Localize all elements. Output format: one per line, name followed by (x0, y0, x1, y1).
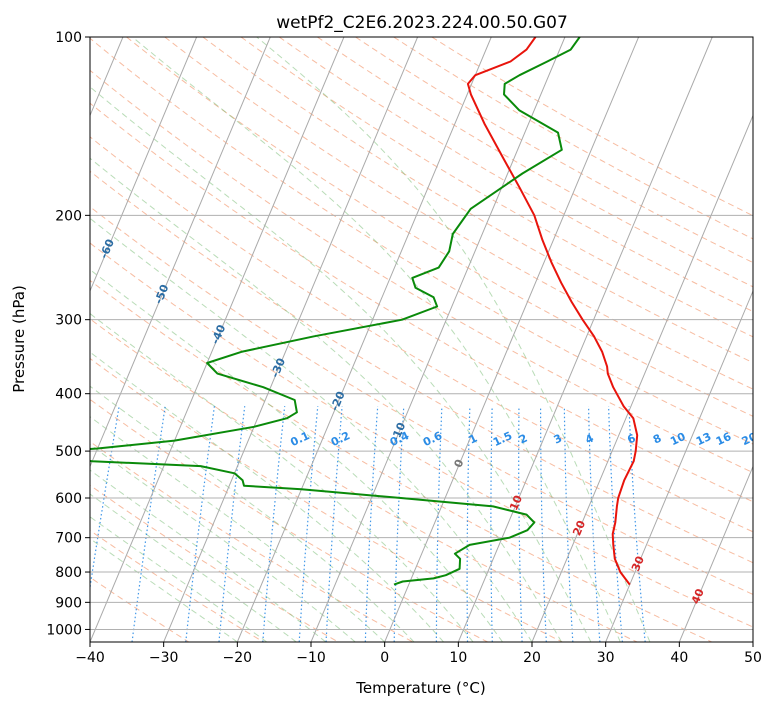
x-tick-label: 50 (744, 650, 762, 666)
dry-adiabat-line (90, 318, 638, 642)
x-tick-label: 30 (597, 650, 615, 666)
isotherm-line (531, 114, 753, 642)
dry-adiabat-line (90, 37, 753, 445)
y-axis: 100 200 300 400 500 600 700 800 900 1000 (46, 30, 90, 638)
mixing-ratio-line (608, 406, 623, 642)
pressure-grid-lines (90, 37, 753, 630)
isotherm-label: 10 (507, 493, 525, 512)
isotherm-label: 30 (629, 554, 647, 573)
dry-adiabat-line (355, 37, 753, 264)
moist-adiabat-line (256, 37, 651, 642)
isotherm-line (90, 37, 271, 468)
x-tick-label: 40 (670, 650, 688, 666)
moist-adiabat-line (90, 493, 297, 642)
temperature-profile-line (466, 37, 639, 586)
dry-adiabat-line (164, 37, 753, 390)
isotherm-line (384, 37, 640, 642)
dry-adiabat-line (90, 357, 563, 642)
plot-frame (89, 36, 754, 643)
isotherm-line (457, 37, 713, 642)
y-tick-label: 400 (55, 387, 82, 403)
y-tick-label: 800 (55, 565, 82, 581)
dry-adiabat-line (240, 37, 753, 338)
background-lines (90, 37, 753, 642)
moist-adiabat-line (90, 537, 238, 642)
mixing-ratio-label: 13 (694, 430, 713, 448)
dry-adiabat-line (126, 37, 753, 417)
isotherm-line (236, 37, 492, 642)
moist-adiabat-line (90, 516, 268, 642)
y-tick-label: 500 (55, 444, 82, 460)
mixing-ratio-label: 16 (714, 430, 734, 448)
mixing-ratio-line (628, 406, 646, 642)
x-tick-label: −20 (223, 650, 253, 666)
x-tick-label: −40 (75, 650, 105, 666)
dry-adiabat-line (90, 69, 753, 474)
mixing-ratio-line (90, 406, 120, 592)
moist-adiabat-line (90, 312, 474, 642)
x-axis: −40 −30 −20 −10 0 10 20 30 40 50 (75, 642, 762, 666)
mixing-ratio-line (185, 406, 215, 642)
dry-adiabat-line (90, 398, 488, 642)
x-tick-label: 0 (380, 650, 389, 666)
dry-adiabat-line (393, 37, 753, 240)
y-tick-label: 200 (55, 208, 82, 224)
dry-adiabat-line (90, 279, 712, 642)
isotherm-label: 20 (570, 518, 588, 537)
isotherm-line (163, 37, 419, 642)
isotherm-line (605, 289, 753, 642)
isotherm-line (90, 37, 198, 293)
dry-adiabat-line (90, 206, 753, 595)
moist-adiabat-line (90, 217, 533, 642)
y-axis-title: Pressure (hPa) (10, 285, 28, 393)
x-tick-label: 20 (523, 650, 541, 666)
x-tick-label: −10 (296, 650, 326, 666)
moist-adiabat-line (90, 268, 503, 642)
mixing-ratio-label: 20 (740, 430, 760, 448)
y-tick-label: 900 (55, 595, 82, 611)
dry-adiabat-line (90, 242, 753, 628)
moist-adiabat-line (90, 469, 327, 642)
moist-adiabat-line (90, 416, 386, 642)
dry-adiabat-line (90, 136, 753, 533)
moist-adiabat-line (132, 37, 621, 642)
x-tick-label: −30 (149, 650, 179, 666)
isotherm-label: 40 (689, 586, 707, 605)
isotherm-line (310, 37, 566, 642)
mixing-ratio-line (262, 406, 286, 642)
mixing-ratio-line (218, 406, 246, 642)
dry-adiabat-line (90, 102, 753, 503)
y-tick-label: 1000 (46, 622, 82, 638)
dry-adiabat-line (278, 37, 753, 313)
x-tick-label: 10 (449, 650, 467, 666)
profile-lines (90, 37, 639, 586)
isotherm-line (90, 37, 345, 642)
x-axis-title: Temperature (°C) (355, 679, 485, 697)
mixing-ratio-label: 10 (668, 430, 688, 448)
moist-adiabat-line (90, 157, 562, 642)
isotherm-line (678, 465, 753, 642)
y-tick-label: 300 (55, 313, 82, 329)
dry-adiabat-line (90, 170, 753, 564)
chart-title: wetPf2_C2E6.2023.224.00.50.G07 (276, 13, 568, 33)
dewpoint-profile-line (90, 37, 581, 586)
y-tick-label: 600 (55, 491, 82, 507)
y-tick-label: 100 (55, 30, 82, 46)
y-tick-label: 700 (55, 531, 82, 547)
